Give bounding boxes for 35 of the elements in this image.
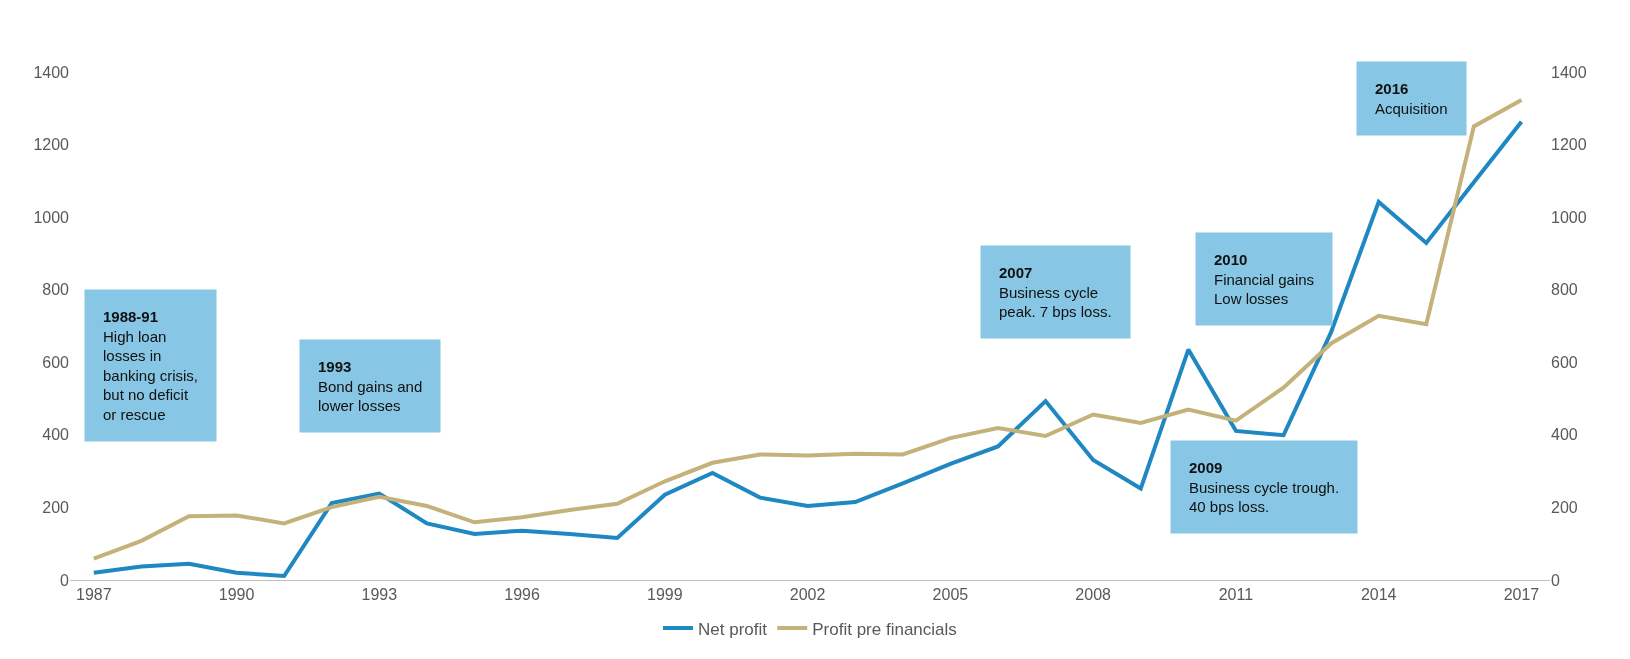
y2-tick-label: 400: [1551, 426, 1578, 444]
y2-tick-label: 200: [1551, 499, 1578, 517]
x-tick-label: 2002: [789, 586, 826, 604]
y2-tick-label: 800: [1551, 281, 1578, 299]
y-tick-label: 800: [42, 281, 70, 299]
x-tick-label: 2011: [1218, 586, 1254, 604]
y2-tick-label: 1200: [1551, 136, 1587, 154]
y-tick-label: 200: [42, 499, 70, 517]
x-tick-label: 2005: [932, 586, 969, 604]
annotation: 2009 Business cycle trough. 40 bps loss.: [1189, 459, 1340, 515]
annotation: 2016 Acquisition: [1375, 80, 1448, 117]
y-tick-label: 400: [42, 426, 70, 444]
x-tick-label: 1990: [218, 586, 255, 604]
x-tick-label: 1999: [647, 586, 683, 604]
annotation: 1988-91 High loan losses in banking crisis, but no deficit or rescue: [103, 308, 199, 423]
y-tick-label: 0: [60, 571, 70, 589]
y2-tick-label: 0: [1551, 571, 1560, 589]
annotation: 2007 Business cycle peak. 7 bps loss.: [999, 264, 1112, 320]
y2-tick-label: 600: [1551, 353, 1578, 371]
y-tick-label: 1000: [33, 208, 70, 226]
legend-label: Net profit: [698, 619, 768, 639]
annotation: 1993 Bond gains and lower losses: [318, 358, 423, 414]
legend-label: Profit pre financials: [812, 619, 957, 639]
x-tick-label: 2008: [1075, 586, 1112, 604]
y-tick-label: 600: [42, 353, 70, 371]
x-tick-label: 2014: [1360, 586, 1397, 604]
x-tick-label: 2017: [1503, 586, 1540, 604]
annotation: 2010 Financial gains Low losses: [1214, 251, 1315, 307]
x-tick-label: 1993: [361, 586, 398, 604]
y2-tick-label: 1000: [1551, 208, 1587, 226]
x-tick-label: 1987: [75, 586, 112, 604]
x-tick-label: 1996: [504, 586, 540, 604]
y-tick-label: 1200: [33, 136, 70, 154]
y-tick-label: 1400: [33, 63, 70, 81]
y2-tick-label: 1400: [1551, 63, 1587, 81]
